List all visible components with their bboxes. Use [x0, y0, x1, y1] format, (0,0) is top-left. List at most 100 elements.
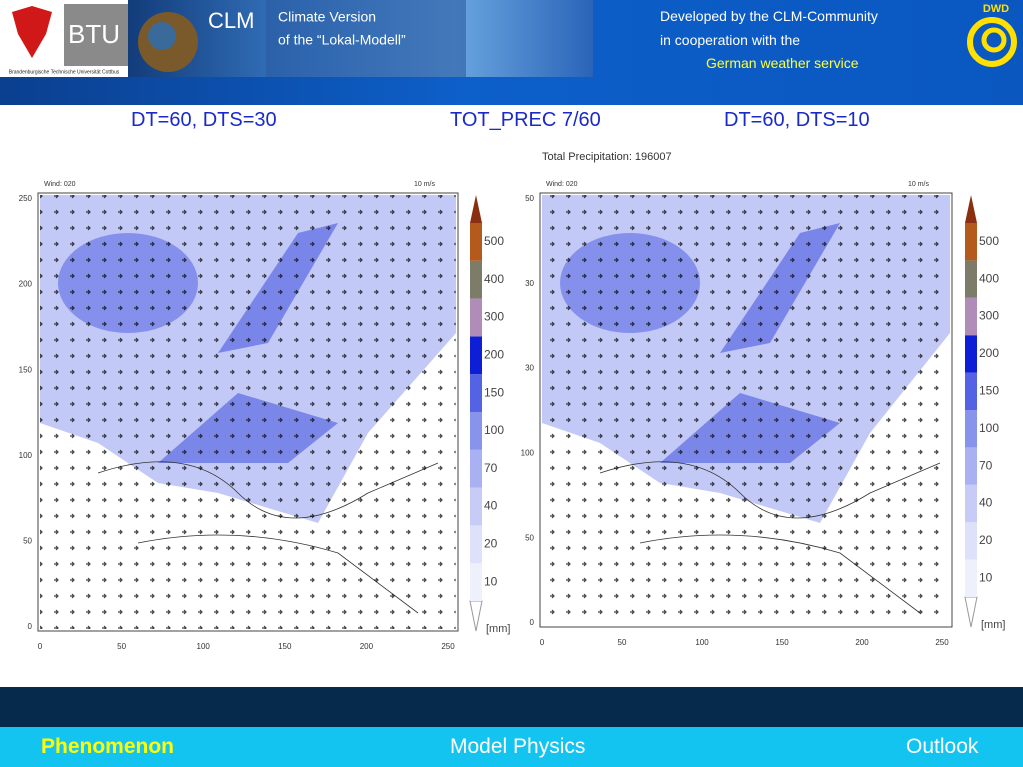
wind-arrows	[542, 195, 950, 625]
maps: Wind: 020 10 m/s0 50 100 150 200 2500501001502…	[19, 151, 1006, 651]
title: TOT_PREC 7/60	[450, 109, 601, 131]
y-tick-label: 30	[525, 364, 534, 373]
colorbar-tip	[470, 195, 482, 223]
colorbar-label: 150	[979, 383, 999, 397]
x-tick-label: 50	[618, 638, 627, 647]
x-tick-label: 150	[775, 638, 789, 647]
nav-link[interactable]: Phenomenon	[41, 735, 175, 758]
y-tick-label: 0	[530, 618, 535, 627]
y-tick-label: 30	[525, 279, 534, 288]
wind-label: Wind: 020	[44, 181, 76, 188]
btu-emblem: BTU Brandenburgische Technische Universi…	[9, 4, 128, 75]
colorbar-cell	[965, 559, 977, 597]
colorbar-tip	[965, 195, 977, 223]
title: DT=60, DTS=10	[724, 109, 870, 131]
colorbar-cell	[965, 484, 977, 523]
x-tick-label: 200	[360, 642, 374, 651]
x-tick-label: 250	[935, 638, 949, 647]
logo-text: BTU	[68, 19, 120, 49]
x-tick-label: 150	[278, 642, 292, 651]
colorbar-cell	[470, 449, 482, 488]
university: Brandenburgische Technische Universität …	[9, 69, 120, 75]
clm-banner: CLM Climate Version of the “Lokal-Modell…	[128, 0, 593, 77]
x-tick-label: 0	[540, 638, 545, 647]
colorbar-label: 150	[484, 385, 504, 399]
nav-link[interactable]: Outlook	[906, 735, 979, 758]
colorbar-tip	[964, 596, 978, 628]
y-tick-label: 250	[19, 194, 33, 203]
colorbar-label: 70	[979, 458, 993, 472]
colorbar-cell	[470, 336, 482, 375]
colorbar-label: 200	[979, 346, 999, 360]
dwd-logo: DWD	[967, 3, 1017, 67]
credit: in cooperation with the	[660, 32, 801, 48]
colorbar-label: 70	[484, 461, 498, 475]
x-tick-label: 50	[117, 642, 126, 651]
nav-link[interactable]: Model Physics	[450, 735, 586, 758]
colorbar-label: 10	[484, 574, 498, 588]
colorbar-cell	[470, 260, 482, 299]
btu-logo: BTU Brandenburgische Technische Universi…	[0, 0, 128, 77]
y-tick-label: 50	[23, 537, 32, 546]
clm-art: CLM Climate Version of the “Lokal-Modell…	[138, 0, 466, 77]
dark-band	[0, 687, 1023, 727]
unit-label: [mm]	[486, 623, 510, 635]
colorbar-label: 40	[979, 496, 993, 510]
colorbar-cell	[965, 223, 977, 261]
credit: Developed by the CLM-Community	[660, 8, 878, 24]
y-tick-label: 100	[521, 449, 535, 458]
y-tick-label: 200	[19, 280, 33, 289]
subtitle-line: of the “Lokal-Modell”	[278, 32, 406, 48]
colorbar-cell	[965, 447, 977, 485]
colorbar-cell	[470, 412, 482, 450]
subtitle-line: Climate Version	[278, 9, 376, 25]
colorbar-cell	[470, 487, 482, 526]
colorbar-label: 20	[484, 536, 498, 550]
unit-label: [mm]	[981, 619, 1005, 631]
colorbar-label: 10	[979, 570, 993, 584]
scale-label: 10 m/s	[908, 181, 930, 188]
colorbar-label: 500	[484, 234, 504, 248]
clm-text: CLM	[208, 8, 254, 33]
colorbar-cell	[470, 298, 482, 337]
colorbar-label: 40	[484, 499, 498, 513]
colorbar-label: 100	[979, 421, 999, 435]
y-tick-label: 50	[525, 533, 534, 542]
y-tick-label: 50	[525, 194, 534, 203]
colorbar-label: 100	[484, 423, 504, 437]
credit: German weather service	[706, 55, 859, 71]
x-tick-label: 100	[695, 638, 709, 647]
colorbar-cell	[470, 525, 482, 564]
colorbar-label: 300	[979, 309, 999, 323]
x-tick-label: 250	[441, 642, 455, 651]
y-tick-label: 0	[28, 622, 33, 631]
colorbar-label: 200	[484, 347, 504, 361]
colorbar-label: 300	[484, 310, 504, 324]
colorbar-tip	[469, 600, 483, 632]
colorbar-label: 400	[484, 272, 504, 286]
header: BTU Brandenburgische Technische Universi…	[0, 0, 1023, 105]
colorbar-cell	[965, 410, 977, 448]
x-tick-label: 100	[197, 642, 211, 651]
wind-arrows	[40, 195, 456, 629]
caption: Total Precipitation: 196007	[542, 151, 672, 163]
colorbar-label: 20	[979, 533, 993, 547]
colorbar-label: 500	[979, 234, 999, 248]
dwd-text: DWD	[983, 3, 1009, 15]
x-tick-label: 200	[855, 638, 869, 647]
colorbar-cell	[965, 372, 977, 410]
colorbar-cell	[470, 563, 482, 601]
y-tick-label: 150	[19, 365, 33, 374]
colorbar-cell	[965, 297, 977, 336]
scale-label: 10 m/s	[414, 181, 436, 188]
colorbar-cell	[965, 522, 977, 560]
colorbar-cell	[965, 260, 977, 298]
wind-label: Wind: 020	[546, 181, 578, 188]
colorbar-cell	[470, 374, 482, 412]
colorbar-label: 400	[979, 271, 999, 285]
footer	[0, 727, 1023, 767]
colorbar-cell	[470, 223, 482, 261]
colorbar-cell	[965, 335, 977, 373]
y-tick-label: 100	[19, 451, 33, 460]
